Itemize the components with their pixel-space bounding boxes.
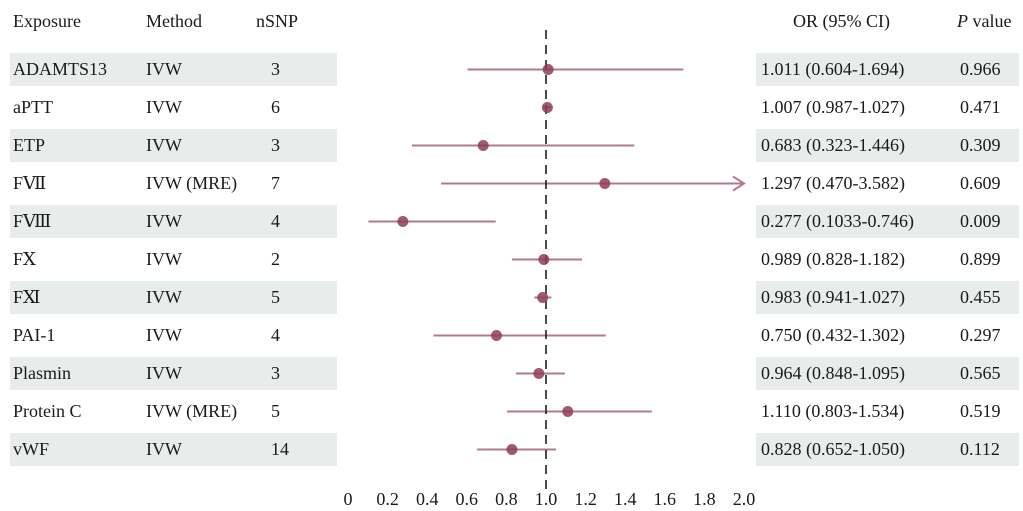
or-ci-cell: 0.828 (0.652-1.050) [761, 439, 905, 459]
nsnp-cell: 5 [271, 401, 280, 421]
or-ci-cell: 0.750 (0.432-1.302) [761, 325, 905, 345]
ci-arrow [732, 175, 746, 192]
or-point [541, 102, 553, 113]
method-cell: IVW [146, 249, 182, 269]
exposure-cell: ADAMTS13 [13, 59, 108, 79]
p-value-cell: 0.297 [960, 325, 1001, 345]
or-point [397, 216, 409, 227]
p-value-cell: 0.899 [960, 249, 1001, 269]
row-band-right [756, 129, 1019, 162]
x-tick-label: 1.8 [693, 489, 716, 509]
x-tick-label: 0.6 [456, 489, 479, 509]
or-ci-cell: 0.683 (0.323-1.446) [761, 135, 905, 155]
nsnp-cell: 4 [271, 325, 280, 345]
nsnp-cell: 5 [271, 287, 280, 307]
p-value-cell: 0.519 [960, 401, 1001, 421]
header-exposure: Exposure [13, 11, 81, 31]
or-ci-cell: 1.011 (0.604-1.694) [761, 59, 905, 79]
row-band-left [10, 129, 337, 162]
x-tick-label: 1.2 [574, 489, 597, 509]
x-tick-label: 0.2 [376, 489, 399, 509]
or-ci-cell: 1.007 (0.987-1.027) [761, 97, 905, 117]
or-ci-cell: 0.964 (0.848-1.095) [761, 363, 905, 383]
nsnp-cell: 4 [271, 211, 280, 231]
method-cell: IVW [146, 59, 182, 79]
p-value-cell: 0.455 [960, 287, 1001, 307]
method-cell: IVW [146, 287, 182, 307]
nsnp-cell: 2 [271, 249, 280, 269]
method-cell: IVW [146, 439, 182, 459]
nsnp-cell: 7 [271, 173, 280, 193]
method-cell: IVW [146, 325, 182, 345]
row-band-left [10, 53, 337, 86]
nsnp-cell: 3 [271, 135, 280, 155]
nsnp-cell: 14 [271, 439, 289, 459]
p-value-cell: 0.009 [960, 211, 1001, 231]
header-method: Method [146, 11, 202, 31]
or-ci-cell: 0.277 (0.1033-0.746) [761, 211, 914, 231]
or-point [542, 64, 554, 75]
exposure-cell: vWF [13, 439, 49, 459]
x-tick-label: 1.6 [654, 489, 677, 509]
p-value-cell: 0.112 [960, 439, 1000, 459]
nsnp-cell: 3 [271, 363, 280, 383]
exposure-cell: PAI-1 [13, 325, 56, 345]
or-point [533, 368, 545, 379]
or-point [491, 330, 502, 341]
method-cell: IVW (MRE) [146, 401, 238, 421]
x-tick-label: 0 [344, 489, 353, 509]
method-cell: IVW [146, 363, 182, 383]
header-p-value: P value [957, 10, 1011, 32]
or-ci-cell: 0.983 (0.941-1.027) [761, 287, 905, 307]
method-cell: IVW [146, 97, 182, 117]
header-nsnp: nSNP [256, 11, 299, 31]
header-p-rest: value [968, 11, 1012, 31]
p-value-cell: 0.471 [960, 97, 1001, 117]
row-band-right [756, 433, 1019, 466]
or-point [599, 178, 611, 189]
method-cell: IVW [146, 211, 182, 231]
header-p-italic: P [957, 11, 968, 31]
exposure-cell: FⅩ [13, 249, 36, 269]
row-band-right [756, 53, 1019, 86]
exposure-cell: aPTT [13, 97, 53, 117]
p-value-cell: 0.309 [960, 135, 1001, 155]
exposure-cell: Plasmin [13, 363, 72, 383]
header-or-ci: OR (95% CI) [793, 11, 890, 31]
row-band-right [756, 281, 1019, 314]
p-value-cell: 0.565 [960, 363, 1001, 383]
or-point [562, 406, 574, 417]
method-cell: IVW [146, 135, 182, 155]
nsnp-cell: 3 [271, 59, 280, 79]
exposure-cell: FⅧ [13, 211, 52, 231]
x-tick-label: 0.8 [495, 489, 518, 509]
row-band-right [756, 357, 1019, 390]
nsnp-cell: 6 [271, 97, 280, 117]
x-tick-label: 1.0 [535, 489, 558, 509]
p-value-cell: 0.609 [960, 173, 1001, 193]
exposure-cell: FⅪ [13, 287, 41, 307]
or-ci-cell: 0.989 (0.828-1.182) [761, 249, 905, 269]
or-point [506, 444, 518, 455]
x-tick-label: 0.4 [416, 489, 439, 509]
or-ci-cell: 1.110 (0.803-1.534) [761, 401, 905, 421]
row-band-left [10, 433, 337, 466]
row-band-right [756, 205, 1019, 238]
x-tick-label: 2.0 [733, 489, 756, 509]
row-band-left [10, 357, 337, 390]
or-ci-cell: 1.297 (0.470-3.582) [761, 173, 905, 193]
exposure-cell: Protein C [13, 401, 82, 421]
or-point [538, 254, 550, 265]
x-tick-label: 1.4 [614, 489, 637, 509]
or-point [477, 140, 489, 151]
row-band-left [10, 205, 337, 238]
p-value-cell: 0.966 [960, 59, 1001, 79]
exposure-cell: FⅦ [13, 173, 47, 193]
or-point [537, 292, 549, 303]
row-band-left [10, 281, 337, 314]
method-cell: IVW (MRE) [146, 173, 238, 193]
exposure-cell: ETP [13, 135, 46, 155]
